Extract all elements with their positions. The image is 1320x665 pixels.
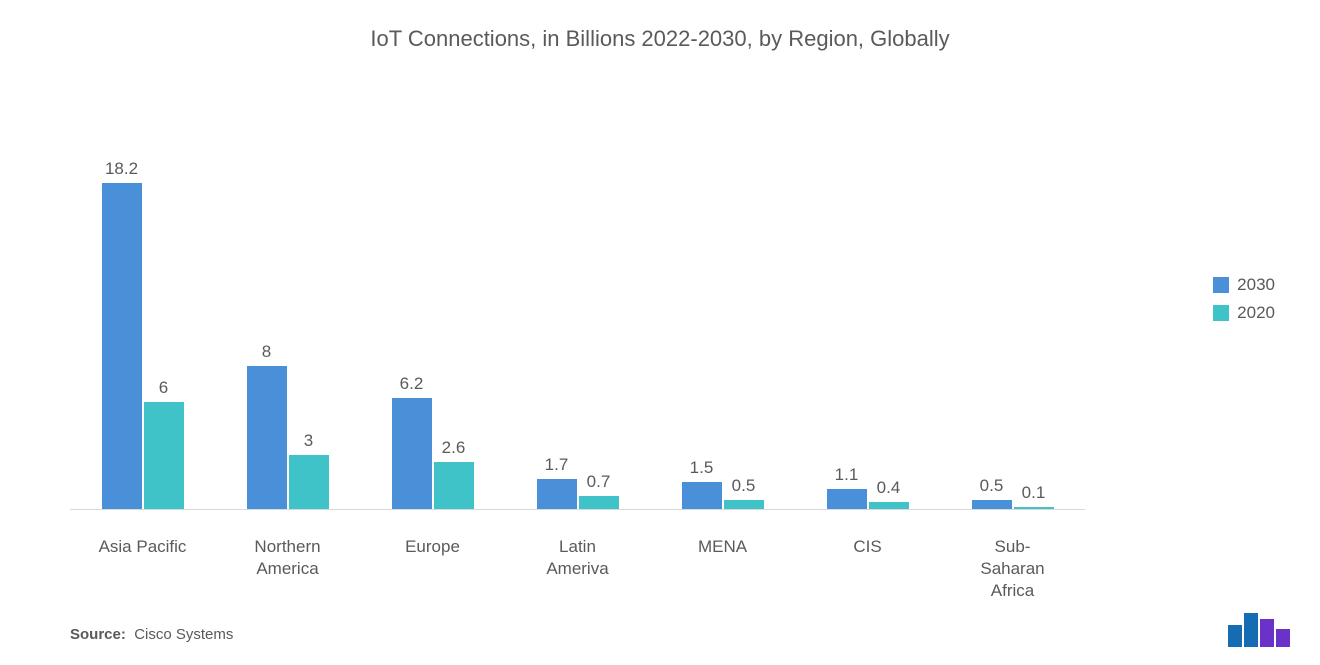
logo-bar	[1276, 629, 1290, 647]
bar-value-label: 6.2	[400, 374, 424, 394]
bar: 1.5	[682, 482, 722, 509]
category-label: CIS	[853, 536, 881, 558]
bar: 1.1	[827, 489, 867, 509]
bar: 0.4	[869, 502, 909, 509]
legend-item: 2030	[1213, 275, 1275, 295]
category-axis: Asia Pacific Northern America Europe Latin …	[70, 530, 1085, 590]
bar: 0.5	[972, 500, 1012, 509]
bar-value-label: 6	[159, 378, 168, 398]
bar-value-label: 1.5	[690, 458, 714, 478]
plot-region: 18.26836.22.61.70.71.50.51.10.40.50.1	[70, 170, 1085, 510]
bar-value-label: 0.1	[1022, 483, 1046, 503]
publisher-logo	[1228, 613, 1290, 647]
bar: 0.7	[579, 496, 619, 509]
chart-area: 18.26836.22.61.70.71.50.51.10.40.50.1 As…	[70, 100, 1085, 530]
logo-bar	[1260, 619, 1274, 647]
bar-value-label: 1.1	[835, 465, 859, 485]
legend-label: 2030	[1237, 275, 1275, 295]
bar: 8	[247, 366, 287, 509]
logo-bar	[1228, 625, 1242, 647]
legend: 2030 2020	[1213, 275, 1275, 331]
source-text: Cisco Systems	[134, 626, 233, 643]
bar-group: 1.70.7	[505, 479, 650, 509]
bar: 18.2	[102, 183, 142, 509]
bar-value-label: 0.5	[980, 476, 1004, 496]
legend-item: 2020	[1213, 303, 1275, 323]
legend-swatch	[1213, 305, 1229, 321]
bar: 6	[144, 402, 184, 509]
category-label: Sub-Saharan Africa	[976, 536, 1049, 602]
bar-value-label: 3	[304, 431, 313, 451]
bar: 6.2	[392, 398, 432, 509]
bar-value-label: 1.7	[545, 455, 569, 475]
bar-value-label: 8	[262, 342, 271, 362]
legend-swatch	[1213, 277, 1229, 293]
bar: 2.6	[434, 462, 474, 509]
bar-value-label: 0.4	[877, 478, 901, 498]
bar-group: 1.10.4	[795, 489, 940, 509]
legend-label: 2020	[1237, 303, 1275, 323]
bar: 0.5	[724, 500, 764, 509]
bar: 3	[289, 455, 329, 509]
bar-group: 83	[215, 366, 360, 509]
bar-value-label: 18.2	[105, 159, 138, 179]
bar: 1.7	[537, 479, 577, 509]
bar-group: 6.22.6	[360, 398, 505, 509]
category-label: Northern America	[254, 536, 320, 580]
bar-value-label: 0.7	[587, 472, 611, 492]
bar-group: 1.50.5	[650, 482, 795, 509]
source-citation: Source: Cisco Systems	[70, 626, 233, 643]
bar-group: 18.26	[70, 183, 215, 509]
category-label: Europe	[405, 536, 460, 558]
chart-title: IoT Connections, in Billions 2022-2030, …	[0, 0, 1320, 62]
category-label: MENA	[698, 536, 747, 558]
bar-group: 0.50.1	[940, 500, 1085, 509]
logo-bar	[1244, 613, 1258, 647]
bar-value-label: 2.6	[442, 438, 466, 458]
bar-value-label: 0.5	[732, 476, 756, 496]
bar: 0.1	[1014, 507, 1054, 509]
category-label: Latin Ameriva	[546, 536, 608, 580]
category-label: Asia Pacific	[99, 536, 187, 558]
source-prefix: Source:	[70, 626, 126, 643]
